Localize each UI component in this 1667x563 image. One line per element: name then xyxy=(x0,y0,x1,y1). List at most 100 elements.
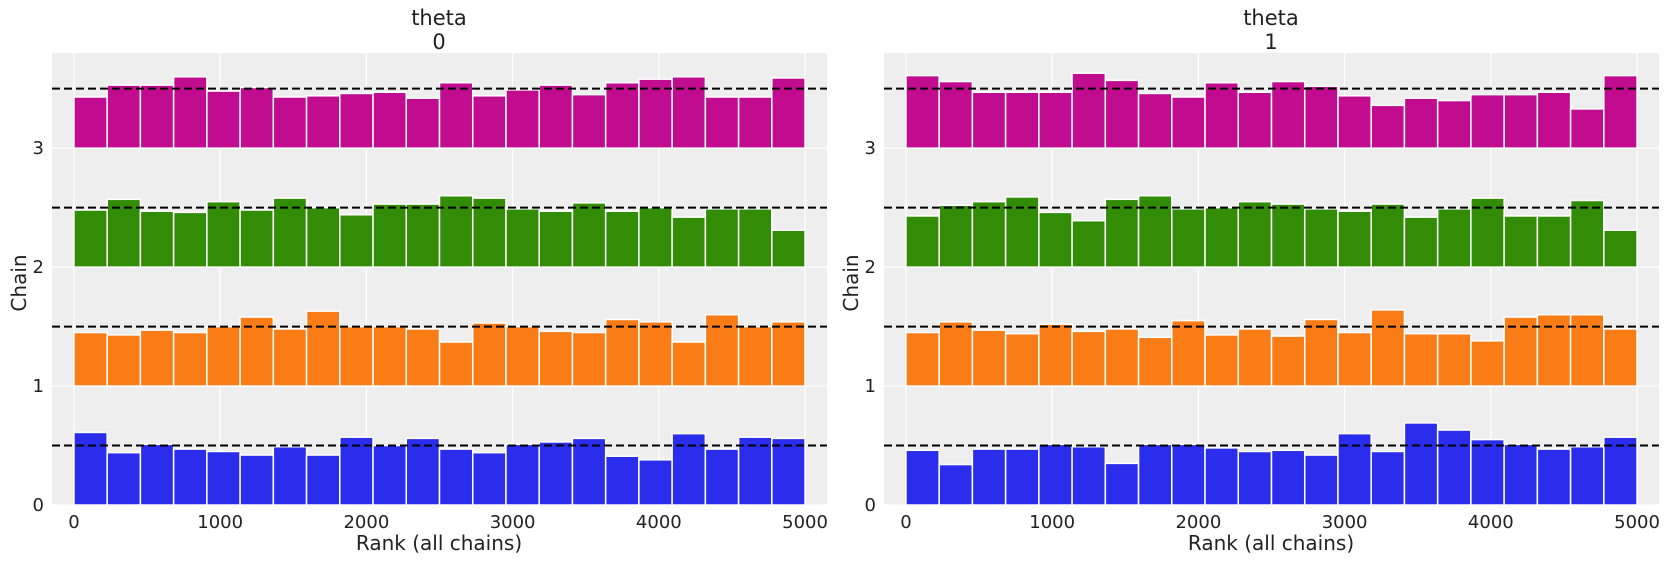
histogram-bar xyxy=(505,89,540,149)
histogram-bar xyxy=(1603,74,1638,149)
histogram-bar xyxy=(1569,445,1605,506)
histogram-bar xyxy=(1038,443,1073,506)
chart-panel-theta-1: 0 1000 2000 3000 4000 5000 0 1 2 3 theta 1 Rank (… xyxy=(839,6,1660,555)
histogram-bar xyxy=(1403,97,1439,149)
histogram-bar xyxy=(139,210,175,268)
histogram-bar xyxy=(272,445,308,506)
histogram-bar xyxy=(1270,449,1306,506)
histogram-bar xyxy=(1071,72,1107,149)
histogram-bar xyxy=(438,194,474,268)
y-tick-label: 0 xyxy=(33,495,44,516)
y-axis-label: Chain xyxy=(839,254,863,311)
histogram-bar xyxy=(1569,313,1605,387)
histogram-bar xyxy=(139,329,175,387)
histogram-bar xyxy=(471,451,507,506)
histogram-bar xyxy=(671,216,707,268)
histogram-bar xyxy=(1104,328,1140,387)
histogram-bar xyxy=(1104,79,1140,149)
histogram-bar xyxy=(638,78,673,149)
x-tick-label: 0 xyxy=(68,512,79,533)
histogram-bar xyxy=(1004,91,1040,149)
histogram-bar xyxy=(905,215,940,268)
x-tick-label: 2000 xyxy=(343,512,389,533)
histogram-bar xyxy=(571,437,607,506)
histogram-bar xyxy=(938,80,974,149)
histogram-bar xyxy=(971,91,1007,149)
histogram-bar xyxy=(239,86,275,149)
histogram-bar xyxy=(372,325,408,387)
histogram-bar xyxy=(1503,443,1539,506)
y-tick-label: 1 xyxy=(33,376,44,397)
histogram-bar xyxy=(106,198,142,268)
histogram-bar xyxy=(239,316,275,387)
histogram-bar xyxy=(604,81,640,149)
histogram-bar xyxy=(1370,450,1406,506)
histogram-bar xyxy=(905,74,940,149)
histogram-bar xyxy=(471,95,507,149)
histogram-bar xyxy=(1370,309,1406,387)
histogram-bar xyxy=(1004,332,1040,387)
histogram-bar xyxy=(172,448,208,506)
histogram-bar xyxy=(704,448,740,506)
histogram-bar xyxy=(339,436,374,506)
histogram-bar xyxy=(1303,208,1339,268)
histogram-bar xyxy=(1270,203,1306,268)
bars-group xyxy=(905,72,1638,506)
histogram-bar xyxy=(1137,194,1173,268)
histogram-bar xyxy=(737,208,773,268)
histogram-bar xyxy=(272,197,308,268)
histogram-bar xyxy=(1503,93,1539,149)
histogram-bar xyxy=(1603,328,1638,387)
y-axis-label: Chain xyxy=(7,254,31,311)
histogram-bar xyxy=(1370,203,1406,268)
histogram-bar xyxy=(604,318,640,387)
histogram-bar xyxy=(704,96,740,149)
histogram-bar xyxy=(339,92,374,149)
histogram-bar xyxy=(737,436,773,506)
histogram-bar xyxy=(1337,95,1372,149)
histogram-bar xyxy=(938,204,974,268)
histogram-bar xyxy=(638,321,673,387)
y-tick-label: 3 xyxy=(33,138,44,159)
histogram-bar xyxy=(1038,91,1073,149)
histogram-bar xyxy=(172,76,208,149)
histogram-bar xyxy=(1270,80,1306,149)
histogram-bar xyxy=(671,432,707,506)
histogram-bar xyxy=(1436,332,1472,387)
histogram-bar xyxy=(1303,454,1339,506)
histogram-bar xyxy=(305,206,341,268)
histogram-bar xyxy=(604,210,640,268)
histogram-bar xyxy=(73,431,108,506)
x-tick-label: 1000 xyxy=(1029,512,1075,533)
histogram-bar xyxy=(239,209,275,268)
histogram-bar xyxy=(1403,332,1439,387)
histogram-bar xyxy=(305,95,341,149)
histogram-bar xyxy=(1470,197,1505,268)
histogram-bar xyxy=(272,328,308,387)
chart-title-line2: 0 xyxy=(432,30,445,54)
histogram-bar xyxy=(1503,316,1539,387)
y-tick-label: 3 xyxy=(865,138,876,159)
histogram-bar xyxy=(938,463,974,506)
histogram-bar xyxy=(1536,91,1572,149)
histogram-bar xyxy=(372,203,408,268)
histogram-bar xyxy=(1071,445,1107,506)
y-tick-label: 2 xyxy=(865,257,876,278)
histogram-bar xyxy=(73,209,108,268)
histogram-bar xyxy=(638,459,673,506)
histogram-bar xyxy=(1569,199,1605,268)
histogram-bar xyxy=(405,97,441,149)
histogram-bar xyxy=(571,93,607,149)
histogram-bar xyxy=(1204,81,1240,149)
histogram-bar xyxy=(471,322,507,387)
plot-area: 0 1000 2000 3000 4000 5000 0 1 2 3 xyxy=(865,53,1660,533)
histogram-bar xyxy=(438,448,474,506)
histogram-bar xyxy=(1569,108,1605,149)
x-tick-label: 5000 xyxy=(1614,512,1660,533)
histogram-bar xyxy=(405,328,441,387)
histogram-bar xyxy=(1370,104,1406,149)
histogram-bar xyxy=(1104,462,1140,506)
histogram-bar xyxy=(339,214,374,268)
x-tick-label: 3000 xyxy=(490,512,536,533)
